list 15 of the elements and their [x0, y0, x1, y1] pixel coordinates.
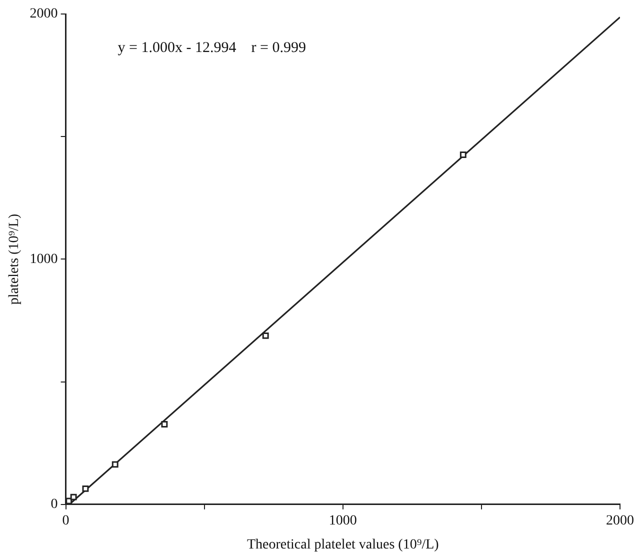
- y-tick-label: 1000: [30, 252, 58, 267]
- point: [161, 420, 168, 428]
- point: [70, 494, 77, 500]
- x-tick-label: 1000: [328, 513, 357, 528]
- y-axis-title: platelets (10⁹/L): [7, 213, 22, 305]
- x-tick-label: 2000: [606, 513, 634, 528]
- point: [82, 485, 89, 492]
- point: [460, 152, 466, 158]
- y-tick-label: 0: [50, 497, 58, 512]
- y-tick-label: 2000: [30, 6, 58, 22]
- annotation: y = 1.000x - 12.994 r = 0.999: [118, 40, 306, 56]
- x-axis-title: Theoretical platelet values (10⁹/L): [246, 537, 440, 552]
- x-tick-label: 0: [62, 513, 70, 528]
- point: [112, 461, 118, 468]
- point: [262, 332, 269, 339]
